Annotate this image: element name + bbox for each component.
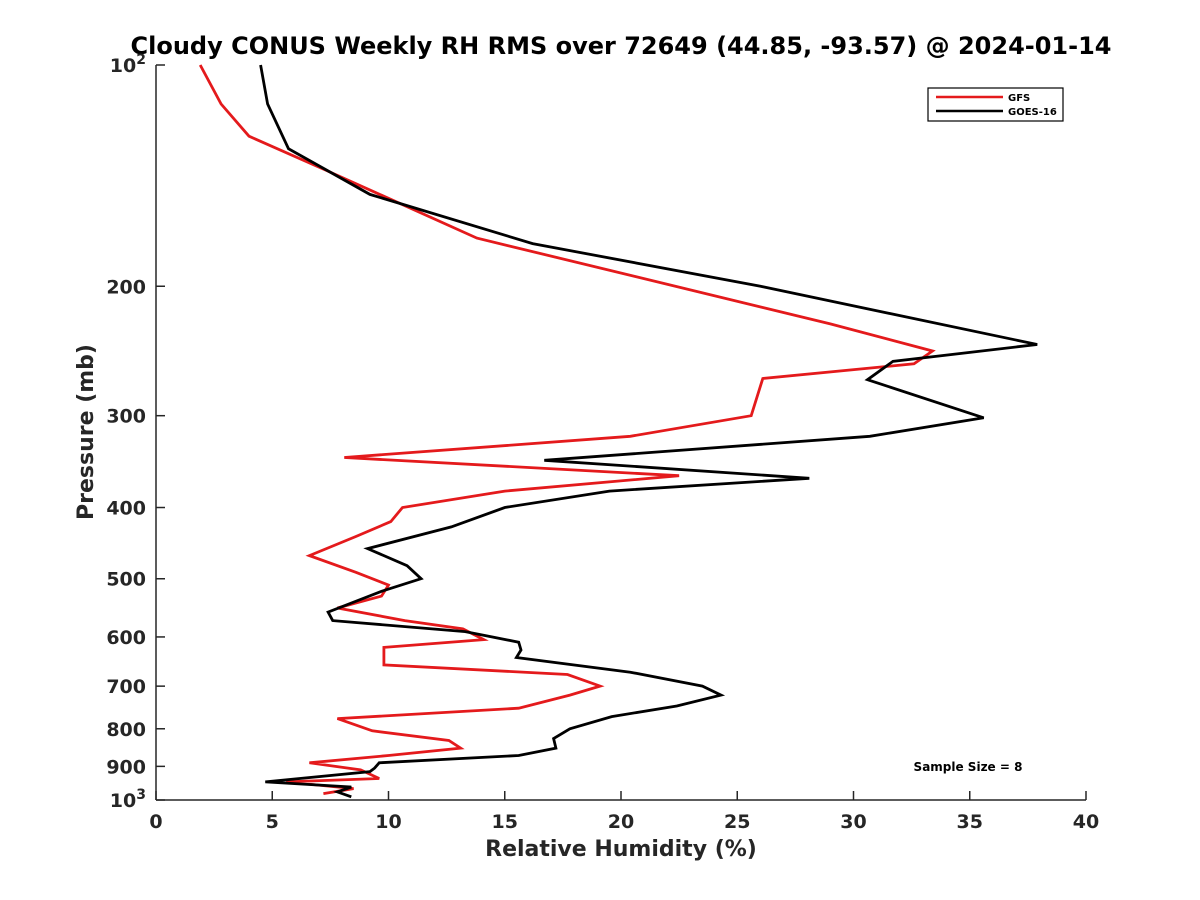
y-tick-label: 900 bbox=[106, 756, 146, 778]
series-line-goes-16 bbox=[259, 64, 1038, 799]
chart-title: Cloudy CONUS Weekly RH RMS over 72649 (4… bbox=[131, 32, 1112, 60]
x-tick-label: 25 bbox=[724, 811, 750, 833]
x-tick-label: 35 bbox=[957, 811, 983, 833]
x-tick-label: 20 bbox=[608, 811, 634, 833]
x-tick-label: 15 bbox=[492, 811, 518, 833]
legend-label: GFS bbox=[1008, 93, 1030, 104]
x-tick-label: 5 bbox=[266, 811, 279, 833]
y-axis-label: Pressure (mb) bbox=[74, 344, 99, 520]
legend-box bbox=[927, 87, 1064, 122]
sample-size-annotation: Sample Size = 8 bbox=[914, 760, 1023, 774]
legend: GFS GOES-16 bbox=[927, 87, 1064, 122]
y-tick-label: 600 bbox=[106, 627, 146, 649]
x-axis-label: Relative Humidity (%) bbox=[485, 837, 757, 862]
plot-area: 0 5 10 15 20 25 30 35 40 102 200 300 400 500 600 700 800… bbox=[106, 52, 1099, 833]
x-tick-label: 40 bbox=[1073, 811, 1099, 833]
x-tick-label: 30 bbox=[840, 811, 866, 833]
x-tick-label: 0 bbox=[149, 811, 162, 833]
y-tick-label: 800 bbox=[106, 719, 146, 741]
y-tick-label: 103 bbox=[110, 787, 146, 812]
legend-label: GOES-16 bbox=[1008, 107, 1057, 118]
y-tick-label: 500 bbox=[106, 569, 146, 591]
y-tick-label: 102 bbox=[110, 52, 146, 77]
x-tick-label: 10 bbox=[375, 811, 401, 833]
y-tick-label: 200 bbox=[106, 276, 146, 298]
y-tick-label: 300 bbox=[106, 406, 146, 428]
y-tick-label: 700 bbox=[106, 676, 146, 698]
series-line-gfs bbox=[198, 64, 936, 795]
y-tick-label: 400 bbox=[106, 498, 146, 520]
